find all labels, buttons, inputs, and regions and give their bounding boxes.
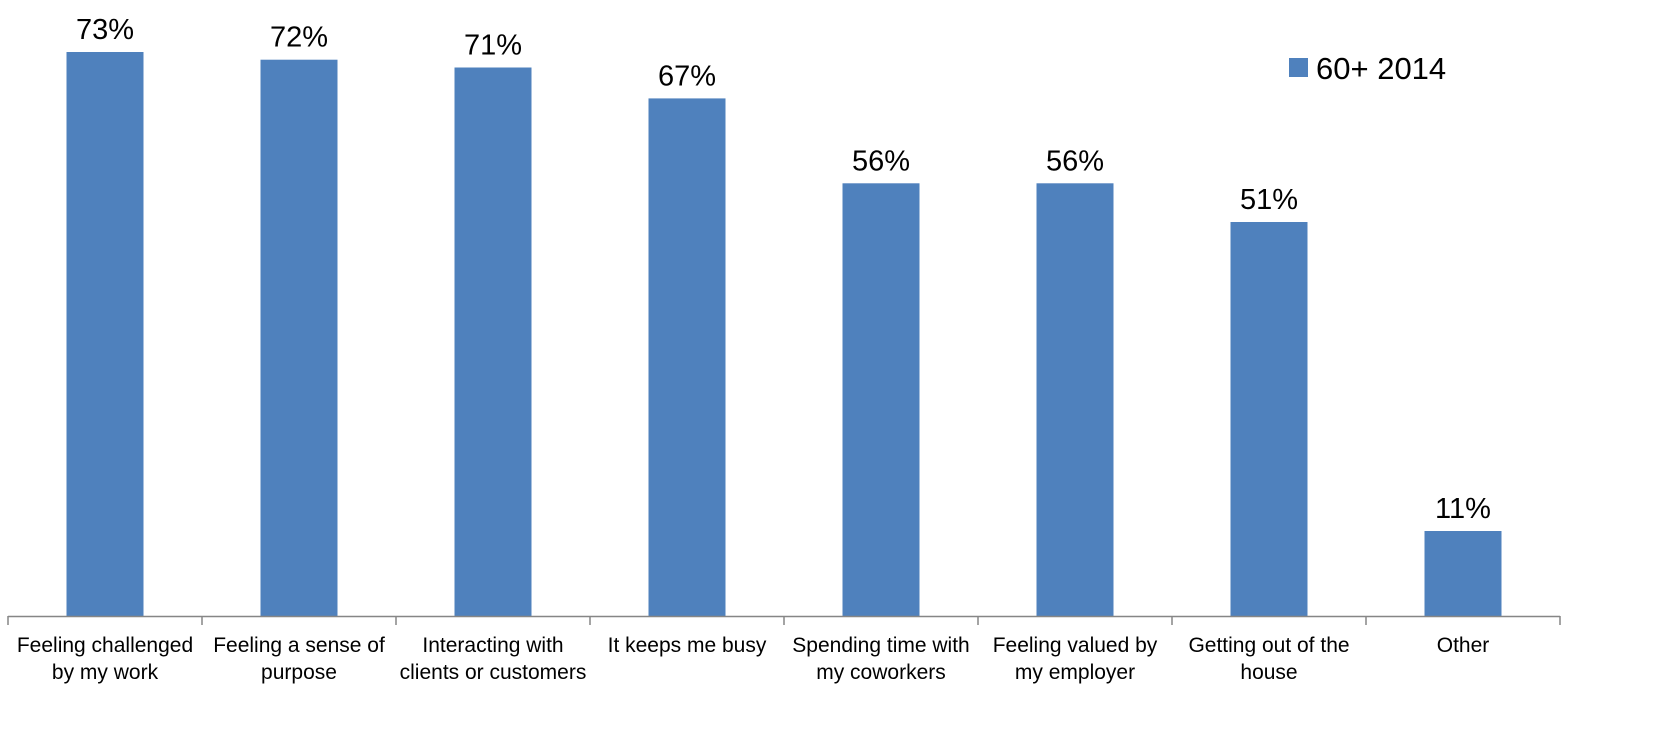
bar	[1230, 222, 1308, 616]
bar	[648, 98, 726, 616]
category-label: Feeling a sense of purpose	[213, 634, 385, 684]
bars-layer	[66, 52, 1502, 617]
bar	[1036, 183, 1114, 617]
bar-value-label: 73%	[76, 14, 134, 46]
bar-value-label: 71%	[464, 30, 522, 62]
category-label: It keeps me busy	[608, 634, 767, 657]
bar	[260, 59, 338, 616]
category-label: Feeling challenged by my work	[17, 634, 193, 684]
legend: 60+ 2014	[1289, 51, 1446, 86]
category-label: Interacting with clients or customers	[400, 634, 587, 684]
bar	[842, 183, 920, 617]
legend-swatch	[1289, 58, 1308, 77]
bar-value-label: 11%	[1435, 493, 1491, 525]
category-label: Spending time with my coworkers	[792, 634, 969, 684]
legend-label: 60+ 2014	[1316, 51, 1446, 86]
bar-value-label: 56%	[1046, 145, 1104, 177]
bar-value-label: 56%	[852, 145, 910, 177]
category-label: Feeling valued by my employer	[993, 634, 1158, 684]
category-label: Other	[1437, 634, 1490, 657]
bar-value-label: 67%	[658, 60, 716, 92]
bar	[66, 52, 144, 616]
bar-value-label: 72%	[270, 22, 328, 54]
x-axis	[7, 615, 1561, 625]
category-labels-layer: Feeling challenged by my work Feeling a se…	[17, 634, 1489, 684]
value-labels-layer: 73% 72% 71% 67% 56% 56% 51% 11%	[76, 14, 1491, 525]
bar	[1424, 531, 1502, 616]
bar-value-label: 51%	[1240, 184, 1298, 216]
bar	[454, 67, 532, 616]
category-label: Getting out of the house	[1188, 634, 1349, 684]
